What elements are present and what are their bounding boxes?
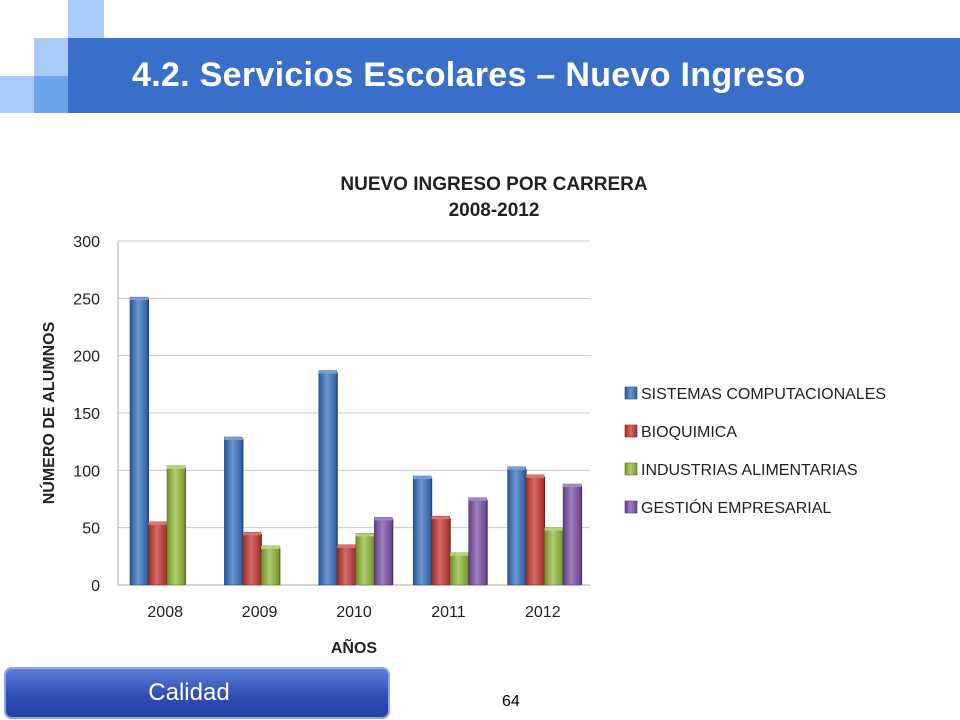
y-tick-label: 0 — [91, 578, 100, 595]
y-tick-label: 100 — [73, 463, 100, 480]
bar-cap — [563, 484, 582, 488]
bar-cap — [337, 544, 356, 548]
x-tick-label: 2012 — [525, 604, 561, 621]
bar-cap — [544, 527, 563, 531]
bar-gesti-n-empresarial-2011 — [468, 497, 488, 586]
bar-sistemas-computacionales-2008 — [129, 296, 149, 586]
x-axis-label: AÑOS — [331, 637, 378, 657]
bar-gesti-n-empresarial-2012 — [562, 483, 582, 586]
bar-gesti-n-empresarial-2010 — [373, 517, 393, 586]
bar-bioquimica-2012 — [525, 474, 545, 586]
x-tick-label: 2008 — [147, 604, 183, 621]
bar-cap — [148, 521, 167, 525]
chart-subtitle: 2008-2012 — [449, 200, 540, 221]
legend-label: GESTIÓN EMPRESARIAL — [641, 498, 831, 517]
bar-sistemas-computacionales-2010 — [318, 370, 338, 586]
bar-cap — [413, 476, 432, 480]
bar-cap — [130, 297, 148, 301]
bar-bioquimica-2008 — [148, 521, 167, 586]
bar-cap — [167, 465, 185, 469]
deco-square — [0, 76, 34, 113]
bar-cap — [355, 533, 374, 537]
page-number: 64 — [502, 693, 520, 710]
bar-industrias-alimentarias-2011 — [449, 552, 469, 586]
legend-label: INDUSTRIAS ALIMENTARIAS — [641, 462, 858, 479]
bar-industrias-alimentarias-2009 — [261, 545, 280, 586]
bar-cap — [507, 466, 526, 470]
bar-cap — [318, 370, 337, 374]
deco-square — [68, 0, 104, 38]
bar-industrias-alimentarias-2010 — [355, 533, 375, 586]
y-axis-label: NÚMERO DE ALUMNOS — [39, 321, 58, 504]
y-tick-label: 250 — [73, 291, 100, 308]
y-tick-label: 50 — [82, 521, 100, 538]
bar-cap — [468, 497, 487, 501]
bar-sistemas-computacionales-2009 — [224, 436, 243, 586]
bar-industrias-alimentarias-2008 — [166, 465, 186, 586]
y-tick-label: 200 — [73, 349, 100, 366]
legend-swatch — [624, 424, 638, 438]
bar-cap — [224, 437, 243, 441]
slide-title: 4.2. Servicios Escolares – Nuevo Ingreso — [132, 56, 806, 94]
chart-title: NUEVO INGRESO POR CARRERA — [340, 174, 647, 195]
bar-cap — [431, 516, 450, 520]
legend-label: BIOQUIMICA — [641, 424, 737, 441]
bar-industrias-alimentarias-2012 — [544, 527, 563, 586]
legend-swatch — [624, 386, 638, 400]
legend-swatch — [624, 500, 638, 514]
y-tick-label: 300 — [73, 234, 100, 251]
bar-cap — [261, 546, 280, 550]
x-tick-label: 2009 — [242, 604, 278, 621]
bar-cap — [242, 532, 261, 536]
bar-sistemas-computacionales-2011 — [412, 475, 432, 586]
title-bar — [68, 38, 960, 113]
bar-bioquimica-2011 — [431, 515, 451, 586]
bar-cap — [374, 517, 393, 521]
x-tick-label: 2010 — [336, 604, 372, 621]
x-tick-label: 2011 — [431, 604, 466, 621]
calidad-button[interactable]: Calidad — [4, 667, 390, 719]
bar-sistemas-computacionales-2012 — [507, 466, 526, 586]
bar-cap — [450, 552, 469, 556]
bar-cap — [526, 474, 545, 478]
legend-swatch — [624, 462, 638, 476]
deco-square — [34, 76, 68, 113]
bar-bioquimica-2010 — [336, 544, 356, 586]
y-tick-label: 150 — [73, 406, 100, 423]
deco-square — [34, 38, 68, 76]
legend-label: SISTEMAS COMPUTACIONALES — [641, 386, 886, 403]
calidad-button-label: Calidad — [148, 679, 230, 706]
bar-bioquimica-2009 — [242, 531, 262, 586]
